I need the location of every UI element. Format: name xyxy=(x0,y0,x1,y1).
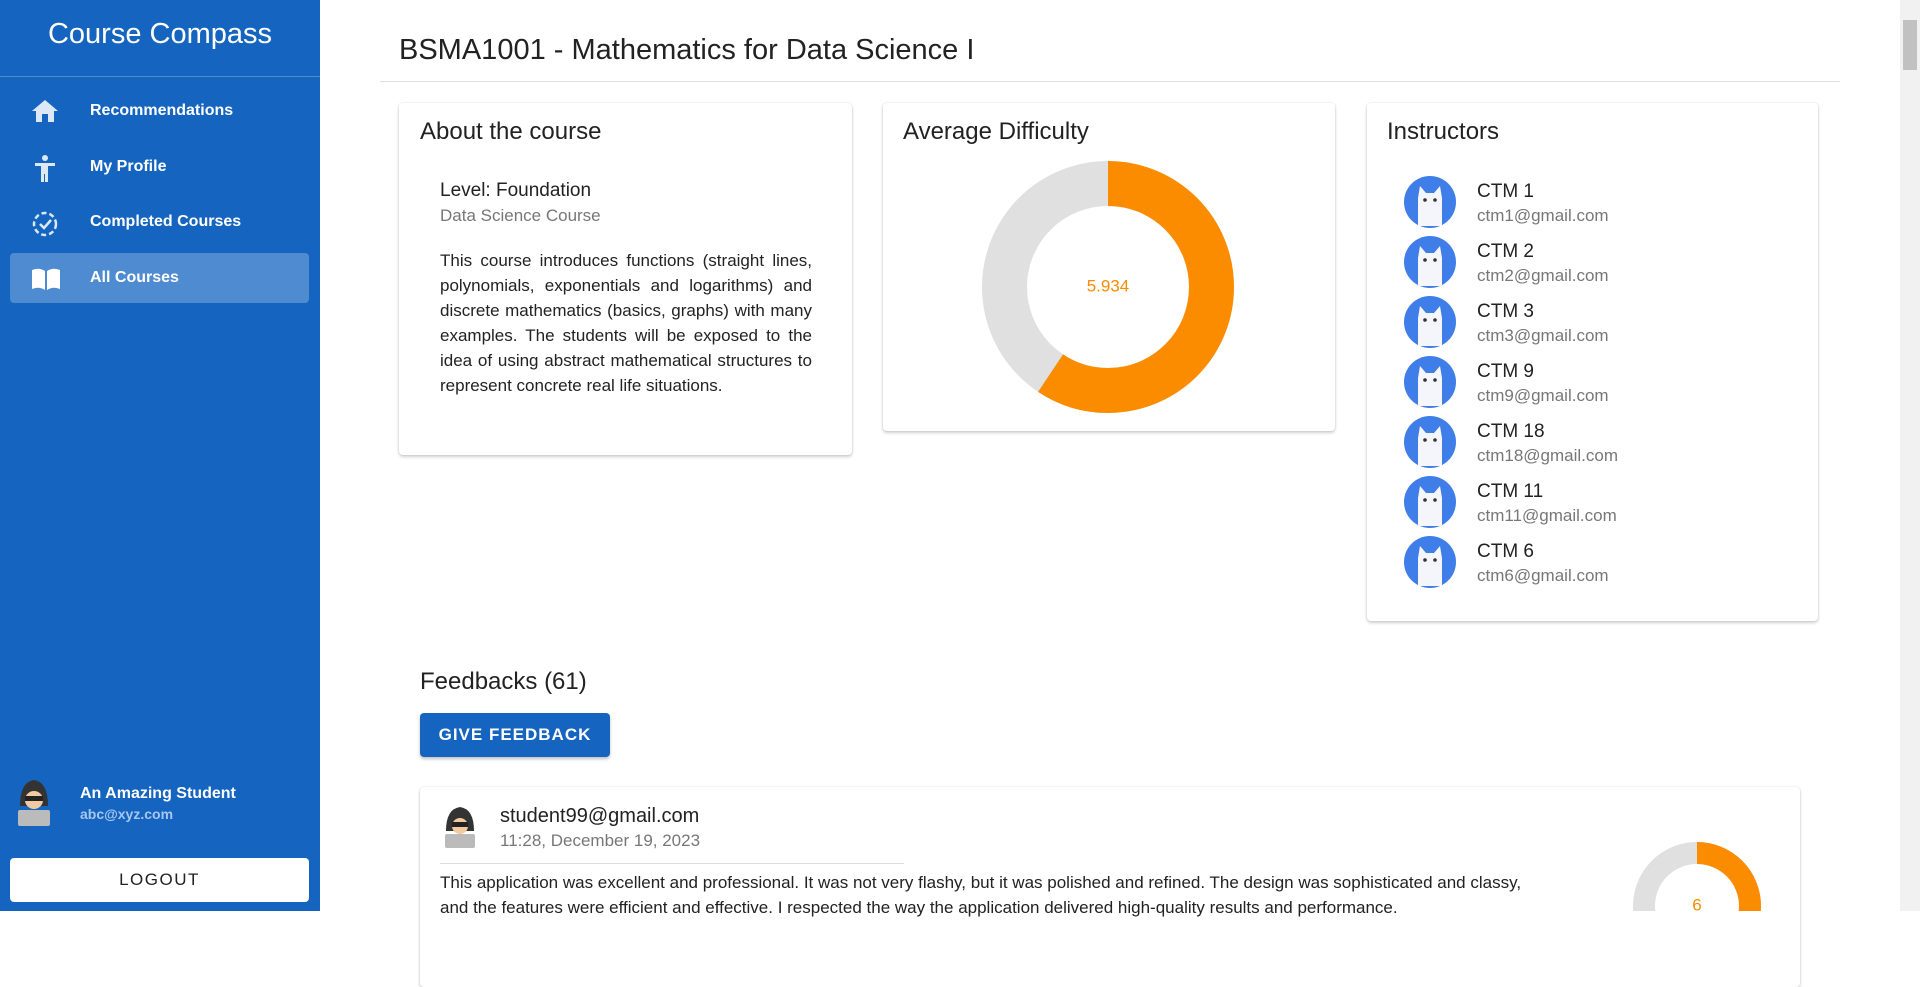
avatar-eye xyxy=(1423,258,1427,262)
icon xyxy=(35,155,55,182)
avatar-eye xyxy=(1433,258,1437,262)
avatar-cat xyxy=(1418,186,1442,226)
avatar-cat xyxy=(1418,246,1442,286)
instructor-avatar xyxy=(1404,356,1456,408)
avatar-cat xyxy=(1418,486,1442,526)
scroll-thumb[interactable] xyxy=(1903,20,1917,70)
card-heading: Average Difficulty xyxy=(903,118,1089,145)
nav-item[interactable]: All Courses xyxy=(10,253,309,303)
avatar-image xyxy=(1404,416,1456,468)
avatar-image xyxy=(1404,536,1456,588)
avatar-eye xyxy=(1423,318,1427,322)
difficulty-donut: 5.934 xyxy=(982,161,1234,413)
avatar-image xyxy=(1404,476,1456,528)
instructor-email: ctm9@gmail.com xyxy=(1477,386,1609,405)
instructor-name: CTM 18 xyxy=(1477,421,1545,442)
instructor-email: ctm2@gmail.com xyxy=(1477,266,1609,285)
donut-label: 5.934 xyxy=(1087,276,1130,295)
avatar-eye xyxy=(1433,378,1437,382)
donut-value xyxy=(1633,842,1761,911)
avatar-cat xyxy=(1418,306,1442,346)
avatar-image xyxy=(1404,356,1456,408)
feedback-time: 11:28, December 19, 2023 xyxy=(500,831,701,850)
nav-label: My Profile xyxy=(90,158,167,175)
avatar-cat xyxy=(1418,546,1442,586)
feedback-avatar xyxy=(445,807,475,848)
instructor-email: ctm6@gmail.com xyxy=(1477,566,1609,585)
program: Data Science Course xyxy=(440,206,601,225)
user-avatar xyxy=(18,780,50,826)
divider xyxy=(380,81,1840,82)
donut-value xyxy=(982,161,1234,413)
instructor-email: ctm3@gmail.com xyxy=(1477,326,1609,345)
nav-item[interactable]: Completed Courses xyxy=(10,197,309,247)
nav-item[interactable]: My Profile xyxy=(10,142,309,192)
card-heading: Instructors xyxy=(1387,118,1500,145)
user-name: An Amazing Student xyxy=(80,785,236,802)
instructor-avatar xyxy=(1404,536,1456,588)
instructor-name: CTM 2 xyxy=(1477,241,1534,262)
avatar-eye xyxy=(1433,198,1437,202)
avatar-cat xyxy=(1418,366,1442,406)
avatar-eye xyxy=(1423,378,1427,382)
avatar-eye xyxy=(1423,438,1427,442)
avatar-eye xyxy=(1433,558,1437,562)
rating-donut: 6 xyxy=(1633,842,1761,911)
give-feedback-button[interactable]: GIVE FEEDBACK xyxy=(420,713,610,757)
logout-button[interactable]: LOGOUT xyxy=(10,858,309,902)
nav-label: All Courses xyxy=(90,269,179,286)
description: This course introduces functions (straig… xyxy=(440,251,812,395)
instructor-email: ctm1@gmail.com xyxy=(1477,206,1609,225)
instructor-avatar xyxy=(1404,416,1456,468)
feedback-text: This application was excellent and profe… xyxy=(440,873,1522,917)
avatar-cat xyxy=(1418,426,1442,466)
avatar-eye xyxy=(1433,438,1437,442)
instructor-avatar xyxy=(1404,476,1456,528)
instructor-name: CTM 3 xyxy=(1477,301,1534,322)
level: Level: Foundation xyxy=(440,180,592,201)
instructor-name: CTM 9 xyxy=(1477,361,1534,382)
instructor-avatar xyxy=(1404,176,1456,228)
avatar-eye xyxy=(1423,198,1427,202)
donut-label: 6 xyxy=(1692,895,1701,911)
instructor-name: CTM 11 xyxy=(1477,481,1544,502)
instructor-email: ctm18@gmail.com xyxy=(1477,446,1619,465)
avatar-image xyxy=(1404,176,1456,228)
avatar-eye xyxy=(1423,498,1427,502)
avatar-image xyxy=(1404,236,1456,288)
nav-item[interactable]: Recommendations xyxy=(10,86,309,136)
section-heading: Feedbacks (61) xyxy=(420,668,587,695)
user-email: abc@xyz.com xyxy=(80,806,174,822)
avatar-eye xyxy=(1423,558,1427,562)
instructor-name: CTM 1 xyxy=(1477,181,1534,202)
instructor-avatar xyxy=(1404,296,1456,348)
brand: Course Compass xyxy=(47,18,273,50)
sidebar: Course Compass Recommendations My Profil… xyxy=(0,0,320,911)
divider xyxy=(440,863,904,864)
course-title: BSMA1001 - Mathematics for Data Science … xyxy=(399,34,975,66)
instructor-avatar xyxy=(1404,236,1456,288)
nav-label: Recommendations xyxy=(90,102,234,119)
card-heading: About the course xyxy=(420,118,602,145)
page: Course Compass Recommendations My Profil… xyxy=(0,0,1920,917)
about-card xyxy=(399,103,852,455)
icon xyxy=(32,100,58,122)
avatar-eye xyxy=(1433,498,1437,502)
instructor-name: CTM 6 xyxy=(1477,541,1534,562)
scrollbar[interactable] xyxy=(1900,0,1920,911)
icon xyxy=(32,211,58,237)
nav-label: Completed Courses xyxy=(90,213,242,230)
divider xyxy=(0,76,320,77)
avatar-eye xyxy=(1433,318,1437,322)
feedback-email: student99@gmail.com xyxy=(500,805,700,827)
avatar-image xyxy=(1404,296,1456,348)
icon xyxy=(32,268,60,290)
instructor-email: ctm11@gmail.com xyxy=(1477,506,1617,525)
